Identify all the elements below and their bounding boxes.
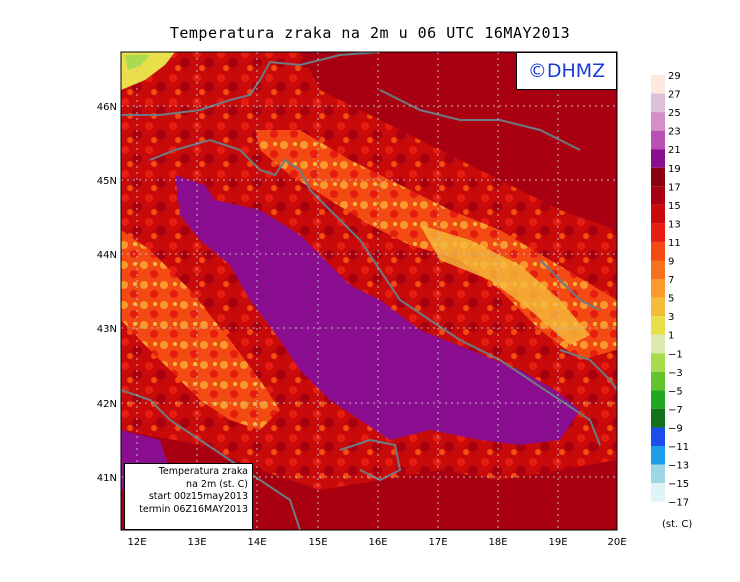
colorbar-swatch (651, 186, 665, 205)
colorbar-swatch (651, 408, 665, 428)
colorbar-label: −9 (668, 423, 683, 434)
colorbar-label: 19 (668, 164, 681, 175)
colorbar-label: −1 (668, 349, 683, 360)
colorbar-label: 5 (668, 294, 674, 305)
colorbar-swatch (651, 334, 665, 354)
colorbar: 29 27 25 23 21 19 17 15 13 11 9 7 5 3 1 −1 −3 −5 −7 −9 −11 −1… (651, 71, 689, 509)
x-tick-label: 13E (187, 537, 206, 548)
colorbar-swatch (651, 241, 665, 261)
colorbar-swatch (651, 75, 665, 94)
colorbar-swatch (651, 260, 665, 280)
colorbar-unit: (st. C) (662, 519, 693, 530)
colorbar-swatch (651, 390, 665, 409)
x-tick-label: 15E (308, 537, 327, 548)
x-tick-label: 20E (607, 537, 626, 548)
colorbar-swatch (651, 427, 665, 446)
x-tick-label: 16E (368, 537, 387, 548)
colorbar-label: −7 (668, 405, 683, 416)
colorbar-swatch (651, 93, 665, 113)
map-title: Temperatura zraka na 2m u 06 UTC 16MAY20… (169, 24, 571, 42)
colorbar-swatch (651, 464, 665, 484)
colorbar-label: 17 (668, 182, 681, 193)
colorbar-swatch (651, 204, 665, 224)
x-tick-label: 18E (488, 537, 507, 548)
colorbar-label: 21 (668, 145, 681, 156)
plot-frame (120, 51, 618, 531)
y-axis-labels: 41N 42N 43N 44N 45N 46N (97, 102, 117, 484)
x-tick-label: 19E (548, 537, 567, 548)
colorbar-label: 3 (668, 312, 674, 323)
colorbar-label: 15 (668, 201, 681, 212)
colorbar-label: −5 (668, 386, 683, 397)
x-tick-label: 17E (428, 537, 447, 548)
colorbar-label: −11 (668, 442, 689, 453)
colorbar-label: −17 (668, 498, 689, 509)
info-line: na 2m (st. C) (186, 478, 248, 490)
y-tick-label: 42N (97, 399, 117, 410)
grid (121, 52, 617, 530)
colorbar-label: 27 (668, 90, 681, 101)
info-line: Temperatura zraka (158, 466, 248, 477)
colorbar-swatch (651, 167, 665, 187)
coastlines (121, 52, 617, 530)
cold-band-apennine (121, 230, 280, 430)
y-tick-label: 45N (97, 176, 117, 187)
x-tick-label: 12E (127, 537, 146, 548)
colorbar-swatch (651, 149, 665, 168)
y-tick-label: 44N (97, 250, 117, 261)
x-tick-label: 14E (247, 537, 266, 548)
colorbar-swatch (651, 316, 665, 335)
colorbar-label: 11 (668, 238, 681, 249)
colorbar-label: 29 (668, 71, 681, 82)
y-tick-label: 46N (97, 102, 117, 113)
info-box: Temperatura zraka na 2m (st. C) start 00… (124, 463, 253, 530)
colorbar-swatch (651, 112, 665, 131)
colorbar-label: −3 (668, 368, 683, 379)
info-line: termin 06Z16MAY2013 (139, 503, 248, 515)
cold-band-core (420, 225, 590, 345)
colorbar-label: 23 (668, 127, 681, 138)
colorbar-swatch (651, 353, 665, 372)
x-axis-labels: 12E 13E 14E 15E 16E 17E 18E 19E 20E (127, 537, 626, 548)
colorbar-label: −13 (668, 461, 689, 472)
temperature-field (121, 52, 617, 530)
colorbar-label: 1 (668, 331, 674, 342)
colorbar-label: 7 (668, 275, 674, 286)
colorbar-swatch (651, 223, 665, 242)
alps-coldest (125, 55, 150, 70)
warm-region-north (300, 52, 617, 230)
colorbar-label: 9 (668, 257, 674, 268)
dhmz-logo: ©DHMZ (516, 52, 617, 90)
info-line: start 00z15may2013 (148, 491, 248, 502)
colorbar-label: 13 (668, 219, 681, 230)
colorbar-swatch (651, 446, 665, 465)
colorbar-swatch (651, 130, 665, 150)
y-tick-label: 41N (97, 473, 117, 484)
colorbar-swatch (651, 297, 665, 317)
colorbar-swatch (651, 371, 665, 391)
y-tick-label: 43N (97, 324, 117, 335)
colorbar-label: −15 (668, 479, 689, 490)
colorbar-label: 25 (668, 108, 681, 119)
colorbar-swatch (651, 279, 665, 298)
colorbar-swatch (651, 483, 665, 502)
